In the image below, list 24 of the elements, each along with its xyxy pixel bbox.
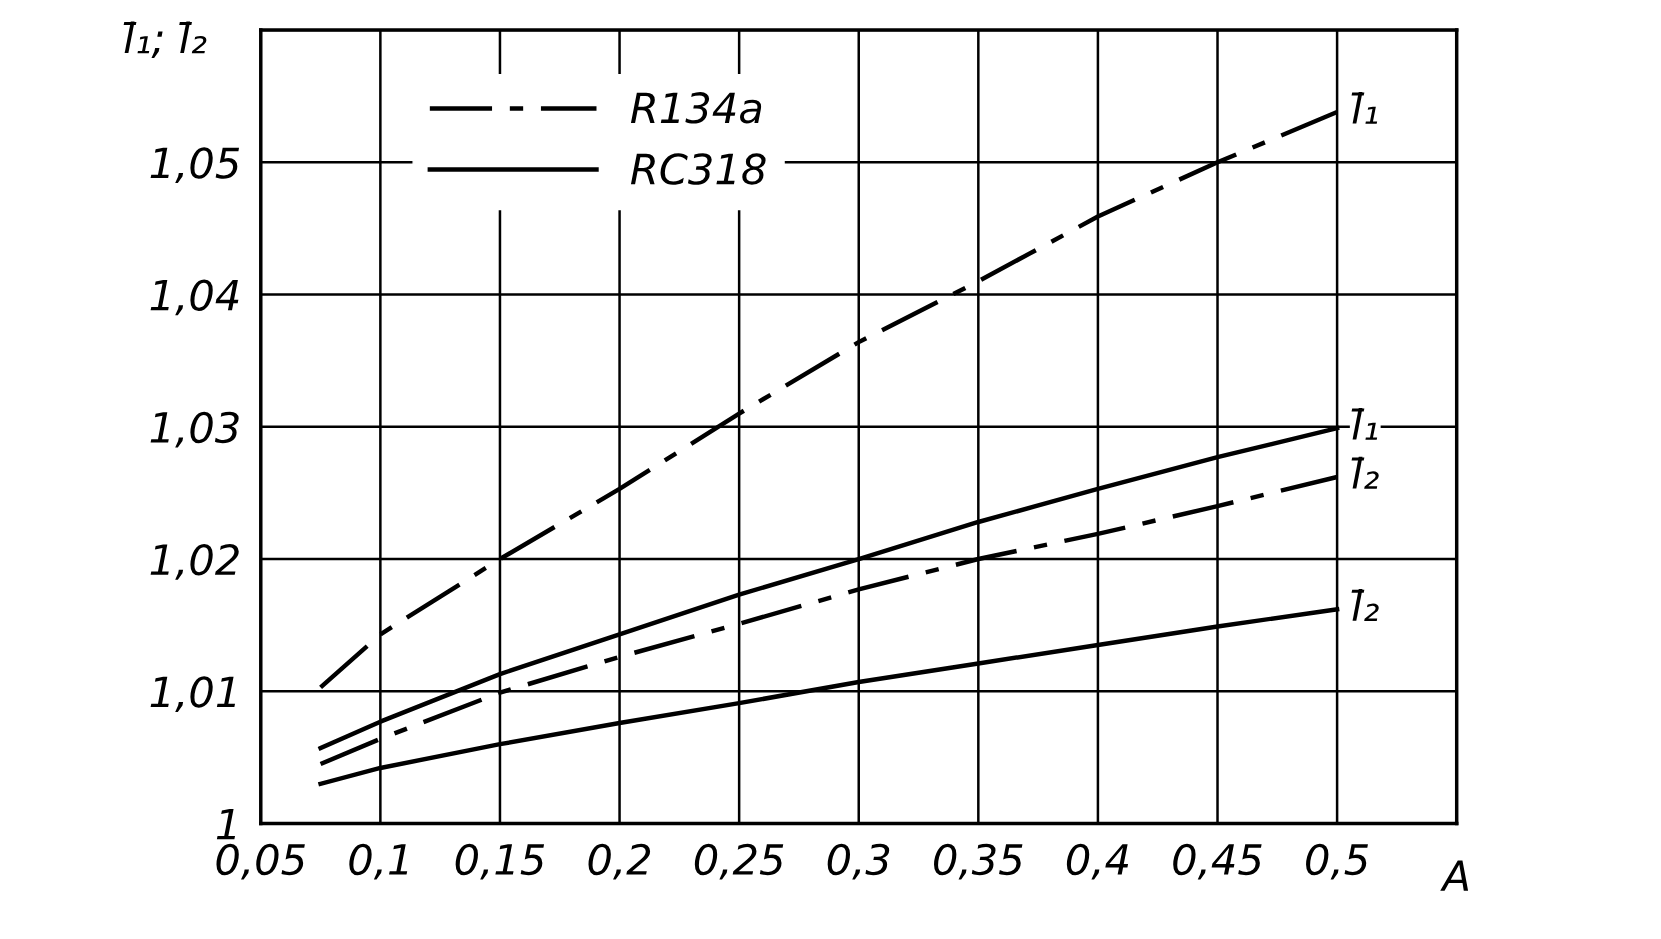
x-tick-label: 0,2 [588, 843, 651, 880]
x-tick-label: 0,15 [455, 843, 545, 880]
annotation: l̄₁ [1351, 407, 1378, 440]
annotation: l̄₂ [1351, 456, 1379, 489]
x-tick-label: 0,5 [1306, 843, 1368, 880]
x-tick-label: 0,05 [216, 843, 305, 880]
x-tick-label: 0,35 [934, 843, 1023, 880]
x-tick-label: 0,1 [349, 843, 408, 880]
y-tick-label: 1,05 [150, 147, 240, 183]
annotation: l̄₁ [1351, 91, 1378, 124]
y-tick-label: 1,01 [150, 676, 236, 712]
x-tick-label: 0,4 [1066, 843, 1129, 880]
legend-label: RC318 [630, 153, 766, 185]
legend-label: R134a [630, 92, 762, 124]
x-axis-title: A [1440, 860, 1469, 891]
x-tick-label: 0,45 [1173, 843, 1262, 880]
x-tick-label: 0,3 [827, 843, 890, 880]
y-tick-label: 1,04 [150, 279, 239, 316]
x-tick-label: 0,25 [694, 843, 784, 880]
annotation: l̄₂ [1351, 589, 1379, 621]
y-tick-label: 1 [216, 808, 236, 840]
y-tick-label: 1,02 [150, 543, 239, 580]
y-axis-title: l̄₁; l̄₂ [123, 21, 207, 58]
y-tick-label: 1,03 [150, 411, 239, 448]
